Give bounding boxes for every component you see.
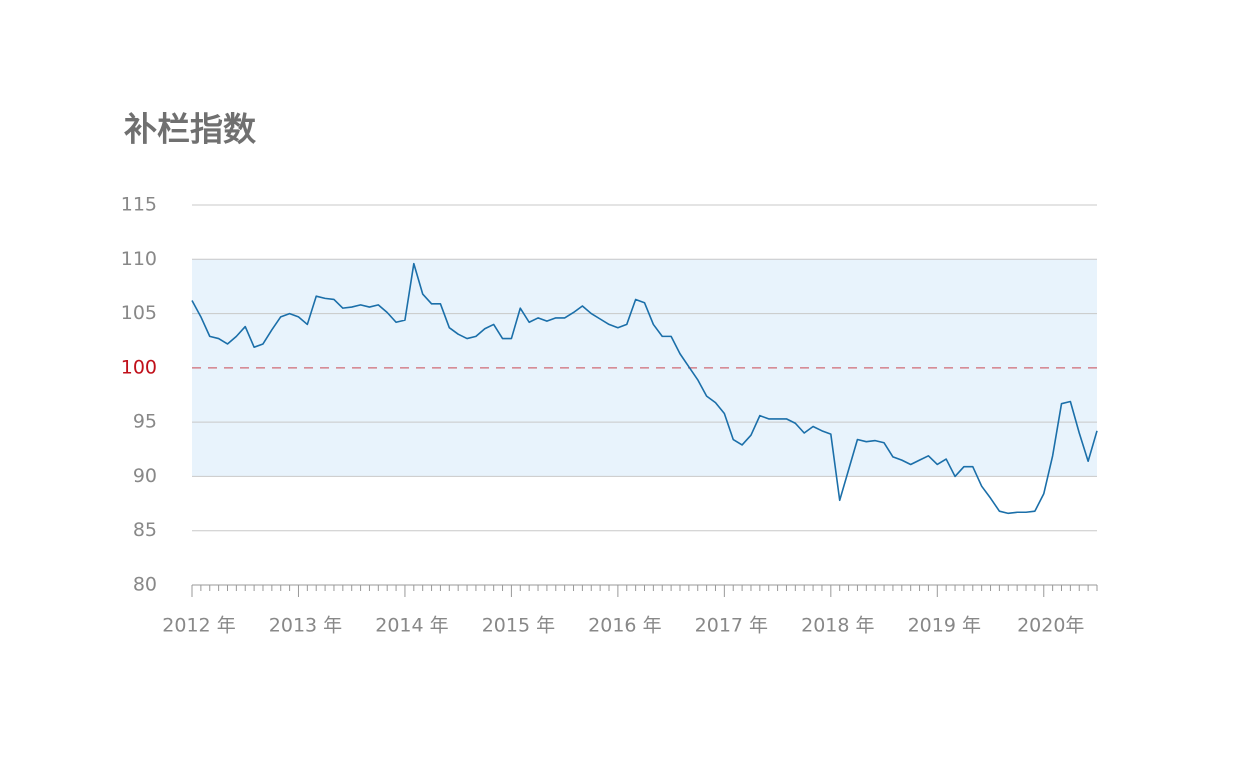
x-tick-label: 2020年: [1017, 615, 1084, 637]
x-tick-label: 2017 年: [695, 615, 768, 637]
x-tick-label: 2015 年: [482, 615, 555, 637]
chart-title: 补栏指数: [124, 110, 257, 149]
x-tick-label: 2014 年: [375, 615, 448, 637]
y-tick-label: 95: [133, 411, 157, 433]
y-tick-label: 105: [121, 302, 157, 324]
y-tick-label: 85: [133, 519, 157, 541]
data-line: [191, 262, 1098, 515]
y-tick-label: 115: [121, 194, 157, 216]
x-tick-label: 2016 年: [588, 615, 661, 637]
x-tick-label: 2013 年: [269, 615, 342, 637]
x-tick-label: 2012 年: [162, 615, 235, 637]
y-tick-label: 80: [133, 574, 157, 596]
y-tick-label: 90: [133, 465, 157, 487]
x-tick-label: 2018 年: [801, 615, 874, 637]
x-tick-label: 2019 年: [908, 615, 981, 637]
y-tick-label: 110: [121, 248, 157, 270]
y-tick-label: 100: [121, 356, 157, 378]
